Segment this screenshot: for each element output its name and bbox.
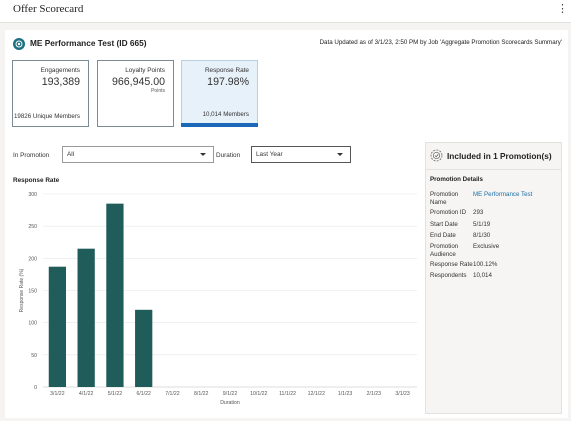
x-tick-label: 1/1/23 — [338, 391, 353, 397]
bar — [48, 266, 67, 387]
bar — [77, 248, 95, 387]
detail-label: Promotion Name — [430, 191, 459, 206]
detail-value: 5/1/19 — [473, 221, 491, 228]
chevron-down-icon — [200, 153, 206, 156]
y-tick-label: 200 — [28, 256, 37, 262]
x-tick-label: 3/1/23 — [395, 391, 410, 397]
target-icon — [13, 38, 25, 50]
detail-value: 293 — [473, 209, 484, 216]
x-tick-label: 7/1/22 — [165, 391, 180, 397]
page-title: ME Performance Test (ID 665) — [30, 38, 147, 48]
loyalty-points-tile[interactable]: Loyalty Points 966,945.00 Points — [97, 60, 174, 127]
promotion-summary-panel: Included in 1 Promotion(s) Promotion Det… — [425, 142, 562, 414]
chevron-down-icon — [337, 153, 343, 156]
promotion-details-heading: Promotion Details — [430, 176, 483, 183]
bar — [135, 309, 153, 387]
tile-unit: Points — [151, 88, 165, 94]
x-tick-label: 2/1/23 — [367, 391, 382, 397]
detail-label: Response Rate — [430, 261, 473, 268]
tile-value: 966,945.00 — [111, 76, 165, 88]
detail-value: 8/1/30 — [473, 232, 491, 239]
y-tick-label: 100 — [28, 321, 37, 327]
promotion-name-link[interactable]: ME Performance Test — [473, 191, 533, 198]
duration-label: Duration — [216, 152, 241, 159]
x-tick-label: 5/1/22 — [108, 391, 123, 397]
x-tick-label: 4/1/22 — [79, 391, 94, 397]
y-tick-label: 300 — [28, 192, 37, 198]
detail-label: Promotion ID — [430, 209, 467, 216]
in-promotion-label: In Promotion — [13, 152, 50, 159]
panel-title: Included in 1 Promotion(s) — [447, 151, 552, 161]
detail-label: Start Date — [430, 221, 458, 228]
bar — [106, 203, 124, 387]
tile-label: Response Rate — [204, 67, 249, 74]
detail-label: End Date — [430, 232, 456, 239]
x-tick-label: 6/1/22 — [136, 391, 151, 397]
in-promotion-select[interactable]: All — [62, 146, 214, 163]
duration-select[interactable]: Last Year — [251, 146, 351, 163]
detail-label: Promotion Audience — [430, 243, 459, 258]
x-tick-label: 9/1/22 — [223, 391, 238, 397]
engagements-tile[interactable]: Engagements 193,389 19826 Unique Members — [12, 60, 89, 127]
panel-header: Included in 1 Promotion(s) — [426, 143, 561, 170]
tile-footer: 10,014 Members — [202, 111, 249, 118]
x-axis-label: Duration — [220, 400, 240, 406]
data-updated-note: Data Updated as of 3/1/23, 2:50 PM by Jo… — [319, 39, 562, 46]
x-tick-label: 10/1/22 — [250, 391, 267, 397]
y-axis-label: Response Rate (%) — [19, 268, 25, 312]
scorecard-panel: ME Performance Test (ID 665) Data Update… — [5, 30, 568, 418]
tile-value: 197.98% — [207, 76, 249, 88]
tile-footer: 19826 Unique Members — [13, 113, 80, 120]
y-tick-label: 0 — [34, 385, 37, 391]
detail-label: Respondents — [430, 272, 467, 279]
x-tick-label: 12/1/22 — [308, 391, 325, 397]
x-tick-label: 11/1/22 — [279, 391, 296, 397]
tile-value: 193,389 — [41, 76, 80, 88]
tile-label: Loyalty Points — [125, 67, 165, 74]
x-tick-label: 3/1/22 — [50, 391, 65, 397]
y-tick-label: 50 — [31, 353, 37, 359]
in-promotion-value: All — [67, 151, 75, 158]
y-tick-label: 150 — [28, 289, 37, 295]
detail-value: 10,014 — [473, 272, 492, 279]
gear-badge-icon — [430, 149, 443, 162]
detail-value: Exclusive — [473, 243, 500, 250]
y-tick-label: 250 — [28, 224, 37, 230]
x-tick-label: 8/1/22 — [194, 391, 209, 397]
duration-value: Last Year — [256, 151, 283, 158]
response-rate-chart: 0 50 100 150 200 250 300 3/1/22 4/1/22 5/1/22 6/1/… — [19, 192, 417, 406]
response-rate-tile[interactable]: Response Rate 197.98% 10,014 Members — [181, 60, 258, 127]
selected-indicator — [181, 123, 258, 127]
detail-value: 100.12% — [473, 261, 498, 268]
tile-label: Engagements — [40, 67, 80, 74]
more-options-icon[interactable]: ⋮ — [557, 3, 568, 15]
chart-title: Response Rate — [13, 177, 60, 184]
app-title: Offer Scorecard — [13, 3, 84, 15]
top-bar: Offer Scorecard ⋮ — [0, 0, 571, 23]
